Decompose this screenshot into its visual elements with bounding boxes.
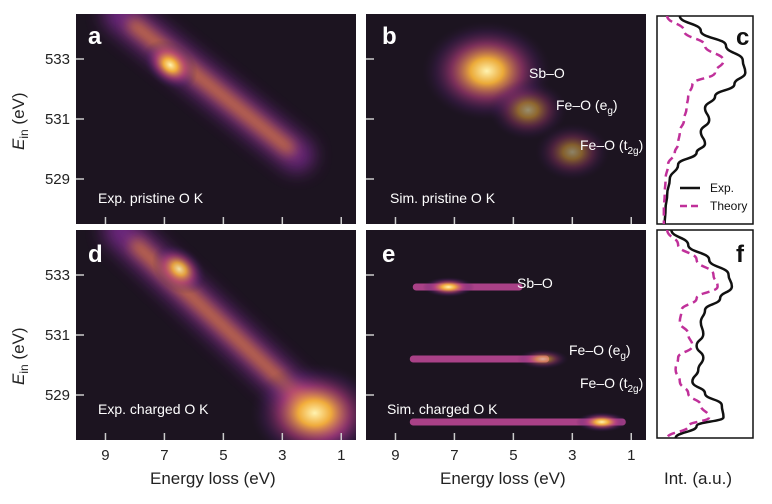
panel-d-label: d xyxy=(88,241,103,268)
panel-a-ytick-label-1: 531 xyxy=(45,111,70,128)
panel-a-ytick-label-0: 533 xyxy=(45,51,70,68)
panel-e-xtick-label-0: 9 xyxy=(391,447,399,464)
panel-e: e Sim. charged O K Sb–O Fe–O (eg) Fe–O (… xyxy=(366,230,646,440)
panel-d-caption: Exp. charged O K xyxy=(98,401,209,417)
panel-a-label: a xyxy=(88,23,102,50)
panel-d-ytick-label-1: 531 xyxy=(45,327,70,344)
panel-d-heatmap xyxy=(103,230,356,440)
panel-e-xtick-label-2: 5 xyxy=(509,447,517,464)
panel-d-ytick-label-0: 533 xyxy=(45,267,70,284)
panel-a-background xyxy=(76,14,356,224)
panel-e-xtick-label-1: 7 xyxy=(450,447,458,464)
panel-f-frame xyxy=(656,229,754,439)
panel-d-band-peak-0 xyxy=(151,243,207,295)
panel-c-series-theory xyxy=(662,15,725,224)
panel-e-heatmap xyxy=(399,277,637,432)
y-axis-title-top: Ein (eV) xyxy=(9,92,31,150)
y-axis-title-top-text: Ein (eV) xyxy=(9,92,31,150)
panel-e-annotation-fe-o-t2g: Fe–O (t2g) xyxy=(580,375,643,395)
panel-c: c Exp. Theory xyxy=(656,15,754,225)
panel-d-xtick-label-1: 7 xyxy=(160,447,168,464)
x-axis-title-right: Energy loss (eV) xyxy=(440,469,566,488)
panel-a-heatmap xyxy=(103,14,315,172)
panel-d-xtick-label-0: 9 xyxy=(101,447,109,464)
panel-b-heatmap xyxy=(421,21,611,181)
panel-c-lines xyxy=(662,15,747,225)
panel-e-streak-peak-0 xyxy=(422,277,475,297)
panel-c-series-exp xyxy=(663,15,747,225)
legend-theory-label: Theory xyxy=(710,199,747,213)
panel-d-xtick-label-2: 5 xyxy=(219,447,227,464)
x-axis-title-intensity: Int. (a.u.) xyxy=(664,469,732,488)
panel-e-background xyxy=(366,230,646,440)
panel-e-streak-peak-1 xyxy=(516,349,569,369)
panel-e-annotation-sb-o: Sb–O xyxy=(517,275,553,291)
panel-b-blob-2 xyxy=(534,123,611,181)
panel-b-annotation-fe-o-eg: Fe–O (eg) xyxy=(556,97,618,117)
panel-f-label: f xyxy=(736,241,745,268)
panel-c-legend: Exp. Theory xyxy=(680,181,747,213)
x-axis-title-left: Energy loss (eV) xyxy=(150,469,276,488)
panel-d-xtick-label-3: 3 xyxy=(278,447,286,464)
panel-c-label: c xyxy=(736,24,749,51)
panel-f-series-exp xyxy=(670,229,734,439)
panel-b: b Sim. pristine O K Sb–O Fe–O (eg) Fe–O … xyxy=(366,14,646,224)
panel-e-caption: Sim. charged O K xyxy=(387,401,498,417)
panel-d-xtick-label-4: 1 xyxy=(337,447,345,464)
panel-e-xtick-label-3: 3 xyxy=(568,447,576,464)
panel-a-ytick-label-2: 529 xyxy=(45,171,70,188)
panel-b-blob-1 xyxy=(488,79,568,141)
panel-a-caption: Exp. pristine O K xyxy=(98,190,204,206)
panel-a: a Exp. pristine O K xyxy=(76,14,356,224)
panel-e-streak-peak-2 xyxy=(575,412,628,432)
panel-d-blob-1 xyxy=(249,363,356,440)
panel-b-caption: Sim. pristine O K xyxy=(390,190,496,206)
panel-d: d Exp. charged O K xyxy=(76,230,356,440)
panel-b-label: b xyxy=(382,23,397,50)
panel-f: f xyxy=(656,229,754,439)
panel-a-band-peak-0 xyxy=(143,39,198,91)
legend-exp-label: Exp. xyxy=(710,181,734,195)
panel-e-xtick-label-4: 1 xyxy=(627,447,635,464)
panel-b-annotation-fe-o-t2g: Fe–O (t2g) xyxy=(580,137,643,157)
panel-f-lines xyxy=(665,229,734,439)
y-axis-title-bottom: Ein (eV) xyxy=(9,327,31,385)
panel-e-annotation-fe-o-eg: Fe–O (eg) xyxy=(569,342,631,362)
panel-b-annotation-sb-o: Sb–O xyxy=(529,65,565,81)
panel-c-frame xyxy=(656,15,754,225)
y-axis-title-bottom-text: Ein (eV) xyxy=(9,327,31,385)
panel-f-series-theory xyxy=(665,229,719,439)
panel-e-label: e xyxy=(382,241,395,268)
panel-d-ytick-label-2: 529 xyxy=(45,387,70,404)
